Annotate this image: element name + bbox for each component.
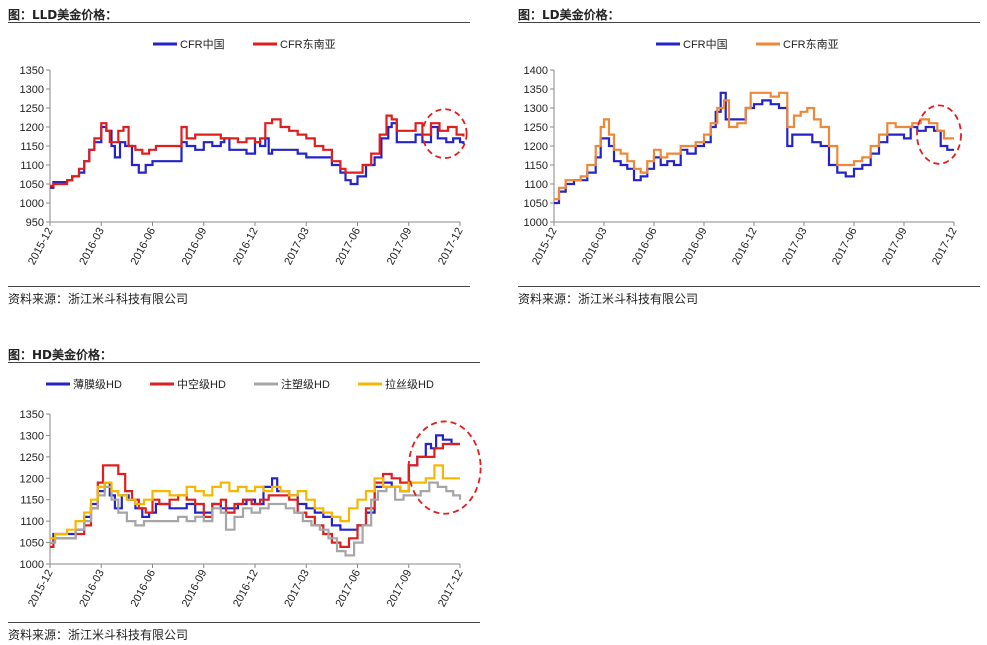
x-tick-label: 2016-06: [129, 568, 159, 609]
x-tick-label: 2016-06: [630, 226, 660, 267]
y-tick-label: 1250: [20, 452, 44, 464]
series-line-3: [50, 481, 462, 557]
panel-title: 图：HD美金价格：: [8, 348, 113, 362]
panel-title: 图：LLD美金价格：: [8, 8, 118, 22]
ld-price-chart: 1000 1050 1100 1150 1200 1250 1300 1350 1400 2015…: [524, 38, 962, 267]
y-tick-label: 950: [26, 217, 44, 229]
y-tick-label: 1350: [524, 84, 548, 96]
x-tick-label: 2017-06: [334, 568, 364, 609]
y-tick-label: 1050: [20, 538, 44, 550]
x-tick-label: 2017-06: [334, 226, 364, 267]
y-tick-label: 1150: [524, 160, 548, 172]
x-tick-label: 2017-12: [436, 568, 466, 609]
source-note: 资料来源：浙江米斗科技有限公司: [518, 292, 699, 306]
x-tick-label: 2016-12: [231, 568, 261, 609]
y-tick-label: 1250: [524, 122, 548, 134]
x-tick-label: 2017-09: [880, 226, 910, 267]
x-tick-label: 2017-09: [385, 568, 415, 609]
source-divider: [8, 286, 470, 287]
panel-title: 图：LD美金价格：: [518, 8, 620, 22]
lld-price-chart: 950 1000 1050 1100 1150 1200 1250 1300 1350 2015-…: [20, 38, 468, 267]
x-tick-label: 2016-03: [77, 226, 107, 267]
y-tick-label: 1000: [20, 559, 44, 571]
x-tick-label: 2016-09: [180, 568, 210, 609]
y-tick-label: 1100: [524, 179, 548, 191]
y-tick-label: 1350: [20, 65, 44, 77]
source-divider: [518, 286, 980, 287]
highlight-circle: [916, 104, 962, 165]
x-tick-label: 2015-12: [26, 226, 56, 267]
x-tick-label: 2016-06: [129, 226, 159, 267]
y-tick-label: 1150: [20, 495, 44, 507]
source-divider: [8, 622, 480, 623]
legend-label: 注塑级HD: [281, 377, 330, 391]
series-line-1: [50, 122, 465, 189]
hd-price-chart: 1000 1050 1100 1150 1200 1250 1300 1350 2015-12 2…: [20, 377, 482, 609]
series-line-2: [50, 114, 465, 187]
x-tick-label: 2016-03: [77, 568, 107, 609]
y-tick-label: 1400: [524, 65, 548, 77]
y-tick-label: 1200: [524, 141, 548, 153]
y-tick-label: 1300: [20, 430, 44, 442]
series-line-1: [554, 91, 954, 205]
series-line-2: [554, 91, 954, 201]
panel-hd: 图：HD美金价格： 1000 1050 1100 1150 1200 1250 1300 13…: [8, 346, 482, 642]
source-note: 资料来源：浙江米斗科技有限公司: [8, 292, 189, 306]
x-tick-label: 2016-12: [231, 226, 261, 267]
y-tick-label: 1050: [20, 179, 44, 191]
legend-label: CFR中国: [180, 38, 225, 51]
title-divider: [518, 22, 980, 23]
y-tick-label: 1300: [524, 103, 548, 115]
legend-label: 中空级HD: [177, 377, 226, 391]
y-tick-label: 1050: [524, 198, 548, 210]
highlight-circle: [407, 420, 482, 515]
panel-ld: 图：LD美金价格： 1000 1050 1100 1150 1200 1250 1300 13…: [518, 6, 980, 306]
x-tick-label: 2016-09: [180, 226, 210, 267]
x-tick-label: 2017-03: [780, 226, 810, 267]
x-tick-label: 2017-06: [830, 226, 860, 267]
x-tick-label: 2017-03: [282, 568, 312, 609]
x-tick-label: 2015-12: [530, 226, 560, 267]
title-divider: [8, 362, 480, 363]
legend-label: CFR东南亚: [783, 38, 839, 51]
title-divider: [8, 22, 470, 23]
y-tick-label: 1100: [20, 160, 44, 172]
panel-lld: 图：LLD美金价格： 950 1000 1050 1100 1150 1200 1250 13…: [8, 6, 470, 306]
x-tick-label: 2017-12: [930, 226, 960, 267]
y-tick-label: 1150: [20, 141, 44, 153]
x-tick-label: 2017-09: [385, 226, 415, 267]
x-tick-label: 2016-03: [580, 226, 610, 267]
legend-label: 拉丝级HD: [385, 377, 434, 391]
x-tick-label: 2016-09: [680, 226, 710, 267]
y-tick-label: 1100: [20, 516, 44, 528]
y-tick-label: 1200: [20, 122, 44, 134]
x-tick-label: 2017-03: [282, 226, 312, 267]
x-tick-label: 2016-12: [730, 226, 760, 267]
y-tick-label: 1000: [524, 217, 548, 229]
legend-label: CFR东南亚: [280, 38, 336, 51]
y-tick-label: 1350: [20, 409, 44, 421]
x-tick-label: 2015-12: [26, 568, 56, 609]
highlight-circle: [421, 108, 468, 159]
series-line-4: [50, 464, 460, 540]
legend-label: CFR中国: [683, 38, 728, 51]
y-tick-label: 1200: [20, 473, 44, 485]
legend-label: 薄膜级HD: [73, 377, 122, 391]
y-tick-label: 1250: [20, 103, 44, 115]
source-note: 资料来源：浙江米斗科技有限公司: [8, 628, 189, 642]
x-tick-label: 2017-12: [436, 226, 466, 267]
y-tick-label: 1300: [20, 84, 44, 96]
y-tick-label: 1000: [20, 198, 44, 210]
